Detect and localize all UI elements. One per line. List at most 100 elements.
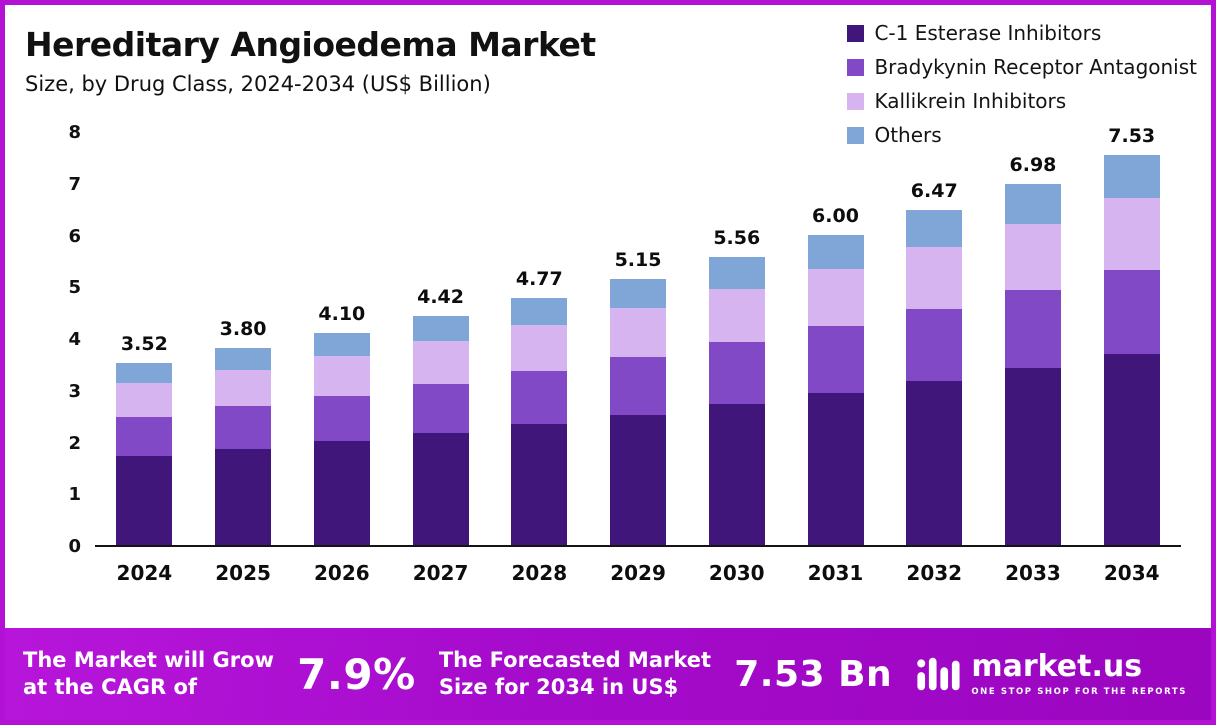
bar-segment-bradykynin-receptor-antagonist (1103, 270, 1160, 354)
chart-header: Hereditary Angioedema Market Size, by Dr… (25, 25, 596, 96)
page-subtitle: Size, by Drug Class, 2024-2034 (US$ Bill… (25, 72, 491, 96)
x-axis-label: 2025 (215, 561, 271, 585)
y-axis-tick-label: 7 (68, 173, 81, 195)
bar-segment-kallikrein-inhibitors (807, 268, 864, 327)
bar-column-2032: 6.47 2032 (885, 133, 984, 585)
legend-label: Others (874, 123, 942, 147)
bar-segment-kallikrein-inhibitors (1103, 198, 1160, 271)
legend-item-bradykynin: Bradykynin Receptor Antagonist (847, 55, 1197, 79)
bar-column-2025: 3.80 2025 (194, 133, 293, 585)
x-axis-label: 2026 (313, 561, 370, 585)
x-axis-label: 2024 (116, 561, 173, 585)
bar-total-label: 7.53 (1108, 125, 1156, 148)
stacked-bar (906, 210, 963, 545)
y-axis-tick-label: 3 (68, 380, 81, 402)
stacked-bar (511, 298, 568, 545)
x-axis-label: 2034 (1103, 561, 1160, 585)
bar-total-label: 4.10 (318, 302, 366, 325)
bar-segment-kallikrein-inhibitors (116, 383, 173, 417)
x-axis-label: 2033 (1005, 561, 1061, 585)
bar-column-2024: 3.52 2024 (95, 133, 194, 585)
y-axis-tick-label: 4 (68, 329, 81, 350)
marketus-logo-icon (917, 657, 960, 691)
stacked-bar-chart: 0 1 2 3 4 5 6 7 8 3.52 2024 3.80 2025 4.10 2026 4.42 20… (39, 122, 1181, 585)
bar-column-2029: 5.15 2029 (589, 133, 688, 585)
cagr-value: 7.9% (297, 649, 416, 699)
legend-label: Kallikrein Inhibitors (874, 89, 1067, 113)
forecast-text: The Forecasted Market Size for 2034 in U… (438, 647, 712, 699)
bar-segment-kallikrein-inhibitors (215, 370, 272, 407)
bar-segment-others (215, 348, 272, 371)
x-axis-label: 2029 (610, 561, 666, 585)
bar-column-2034: 7.53 2034 (1082, 125, 1181, 585)
legend-item-c1-esterase: C-1 Esterase Inhibitors (847, 21, 1197, 45)
y-axis-tick-label: 5 (68, 277, 81, 299)
bar-total-label: 6.47 (910, 180, 958, 203)
legend-item-others: Others (847, 123, 1197, 147)
bar-segment-bradykynin-receptor-antagonist (313, 395, 370, 441)
bar-column-2030: 5.56 2030 (687, 133, 786, 585)
legend-item-kallikrein: Kallikrein Inhibitors (847, 89, 1197, 113)
legend-label: Bradykynin Receptor Antagonist (874, 55, 1197, 79)
bar-segment-others (708, 257, 765, 289)
y-axis-tick-label: 8 (68, 122, 81, 143)
bar-segment-others (906, 210, 963, 248)
stacked-bar (807, 234, 864, 545)
bar-segment-bradykynin-receptor-antagonist (412, 383, 469, 433)
bar-total-label: 5.15 (614, 248, 662, 271)
bar-column-2027: 4.42 2027 (391, 133, 490, 585)
bar-segment-kallikrein-inhibitors (708, 288, 765, 343)
bar-segment-c-1-esterase-inhibitors (906, 381, 963, 545)
bar-segment-c-1-esterase-inhibitors (1103, 354, 1160, 545)
bar-segment-kallikrein-inhibitors (313, 356, 370, 396)
stacked-bar (116, 362, 173, 545)
forecast-value: 7.53 Bn (734, 653, 893, 695)
brand-lockup: market.us ONE STOP SHOP FOR THE REPORTS (915, 651, 1187, 697)
bar-segment-others (412, 316, 469, 342)
bar-segment-bradykynin-receptor-antagonist (610, 357, 667, 415)
bar-segment-others (1004, 183, 1061, 224)
brand-text: market.us ONE STOP SHOP FOR THE REPORTS (971, 648, 1187, 697)
x-axis-label: 2030 (708, 561, 765, 585)
bar-segment-c-1-esterase-inhibitors (610, 414, 667, 545)
bar-segment-bradykynin-receptor-antagonist (1004, 290, 1061, 368)
bar-segment-bradykynin-receptor-antagonist (708, 342, 765, 405)
legend-swatch-c1-esterase (847, 24, 865, 42)
bar-segment-others (1103, 155, 1160, 199)
bar-total-label: 6.00 (812, 204, 859, 227)
legend-swatch-others (847, 126, 865, 144)
cagr-text: The Market will Grow at the CAGR of (23, 647, 274, 699)
y-axis: 0 1 2 3 4 5 6 7 8 (39, 122, 95, 557)
stacked-bar (1004, 183, 1061, 545)
bar-segment-others (511, 298, 568, 326)
bar-total-label: 3.52 (120, 332, 168, 355)
stacked-bar (708, 257, 765, 545)
x-axis-label: 2031 (807, 561, 864, 585)
footer-banner: The Market will Grow at the CAGR of 7.9%… (5, 628, 1211, 720)
y-axis-tick-label: 2 (68, 432, 81, 454)
bar-column-2031: 6.00 2031 (786, 133, 885, 585)
bar-segment-bradykynin-receptor-antagonist (215, 406, 272, 449)
bar-total-label: 3.80 (219, 318, 267, 341)
bar-column-2033: 6.98 2033 (984, 133, 1083, 585)
plot-area: 3.52 2024 3.80 2025 4.10 2026 4.42 2027 4.77 2028… (95, 125, 1181, 585)
bar-column-2028: 4.77 2028 (490, 133, 589, 585)
bar-segment-others (313, 332, 370, 357)
brand-tagline: ONE STOP SHOP FOR THE REPORTS (971, 686, 1187, 697)
page-title: Hereditary Angioedema Market (25, 25, 596, 64)
brand-name: market.us (971, 648, 1143, 684)
bar-segment-bradykynin-receptor-antagonist (807, 326, 864, 393)
bar-segment-c-1-esterase-inhibitors (807, 392, 864, 545)
bar-segment-bradykynin-receptor-antagonist (906, 309, 963, 381)
bar-segment-others (610, 278, 667, 309)
bar-total-label: 5.56 (713, 227, 761, 250)
legend-label: C-1 Esterase Inhibitors (874, 21, 1102, 45)
bar-total-label: 6.98 (1009, 153, 1057, 176)
x-axis-label: 2027 (412, 561, 469, 585)
bar-total-label: 4.77 (515, 268, 563, 291)
stacked-bar (1103, 155, 1160, 545)
y-axis-tick-label: 0 (68, 536, 81, 557)
y-axis-tick-label: 6 (68, 225, 81, 247)
stacked-bar (215, 348, 272, 545)
